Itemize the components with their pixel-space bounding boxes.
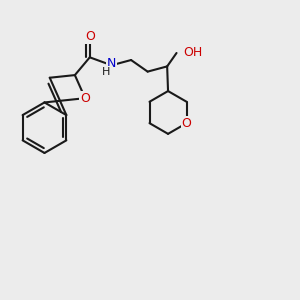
Text: H: H: [102, 67, 110, 77]
Text: OH: OH: [183, 46, 202, 59]
Text: O: O: [182, 117, 191, 130]
Text: O: O: [80, 92, 90, 105]
Text: N: N: [107, 57, 116, 70]
Text: O: O: [85, 30, 95, 43]
